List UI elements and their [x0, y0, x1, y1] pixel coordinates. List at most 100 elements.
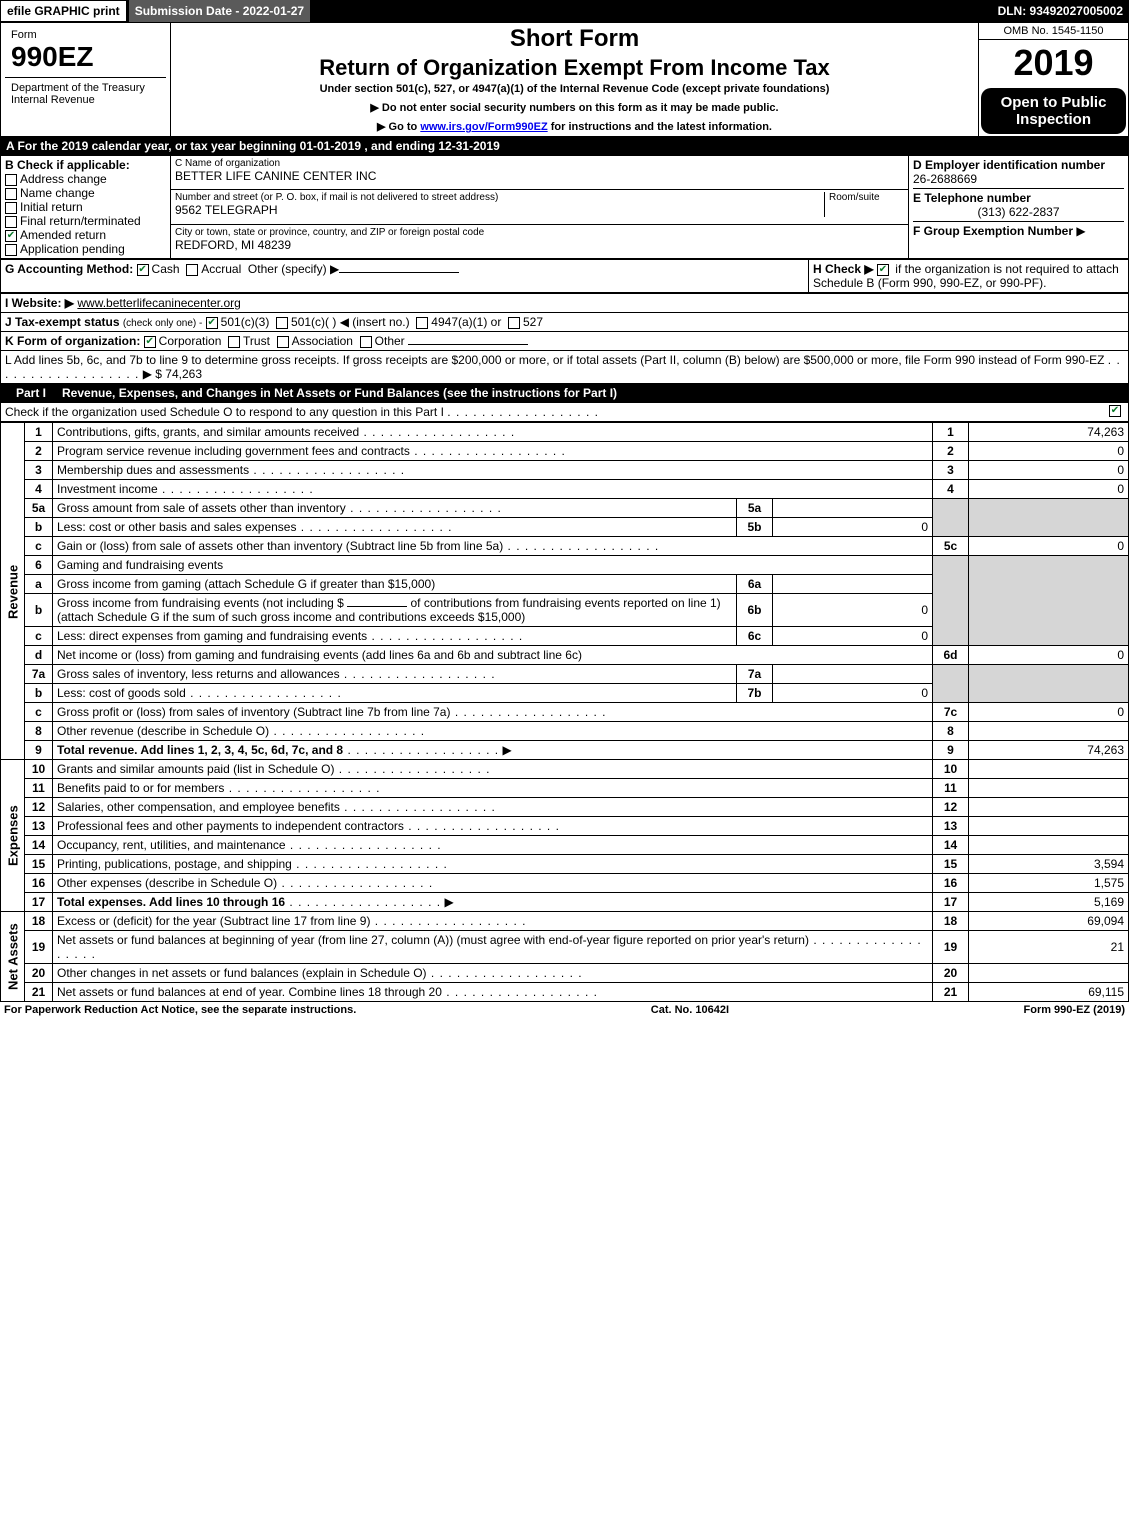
- line-7a-text: Gross sales of inventory, less returns a…: [57, 667, 340, 681]
- checkbox-other-org[interactable]: [360, 336, 372, 348]
- checkbox-application-pending[interactable]: [5, 244, 17, 256]
- irs-link[interactable]: www.irs.gov/Form990EZ: [420, 121, 547, 133]
- line-18-val: 69,094: [969, 912, 1129, 931]
- g-accrual: Accrual: [201, 262, 241, 276]
- line-7c-text: Gross profit or (loss) from sales of inv…: [57, 705, 450, 719]
- form-label: Form: [5, 25, 166, 41]
- dln: DLN: 93492027005002: [992, 0, 1129, 22]
- footer-left: For Paperwork Reduction Act Notice, see …: [4, 1004, 356, 1016]
- efile-print-button[interactable]: efile GRAPHIC print: [0, 0, 127, 22]
- line-6c-text: Less: direct expenses from gaming and fu…: [57, 629, 367, 643]
- line-14-text: Occupancy, rent, utilities, and maintena…: [57, 838, 286, 852]
- instr2-suffix: for instructions and the latest informat…: [548, 121, 772, 133]
- line-9-col: 9: [933, 741, 969, 760]
- checkbox-527[interactable]: [508, 317, 520, 329]
- k-other-input[interactable]: [408, 344, 528, 345]
- line-6a-col: 6a: [737, 575, 773, 594]
- line-6-text: Gaming and fundraising events: [53, 556, 933, 575]
- line-5b-text: Less: cost or other basis and sales expe…: [57, 520, 296, 534]
- line-5a-num: 5a: [25, 499, 53, 518]
- line-17-arrow: ▶: [444, 895, 453, 909]
- org-city: REDFORD, MI 48239: [175, 238, 904, 252]
- part-i-check-text: Check if the organization used Schedule …: [5, 405, 444, 419]
- footer-right: Form 990-EZ (2019): [1024, 1004, 1125, 1016]
- line-6a-text: Gross income from gaming (attach Schedul…: [53, 575, 737, 594]
- d-ein-label: D Employer identification number: [913, 158, 1124, 172]
- checkbox-corporation[interactable]: [144, 336, 156, 348]
- line-5c-val: 0: [969, 537, 1129, 556]
- shade-5-val: [969, 499, 1129, 537]
- line-1-val: 74,263: [969, 423, 1129, 442]
- line-7c-num: c: [25, 703, 53, 722]
- line-17-col: 17: [933, 893, 969, 912]
- j-527: 527: [523, 315, 543, 329]
- checkbox-final-return[interactable]: [5, 216, 17, 228]
- line-16-text: Other expenses (describe in Schedule O): [57, 876, 277, 890]
- checkbox-4947[interactable]: [416, 317, 428, 329]
- part-i-check-row: Check if the organization used Schedule …: [0, 402, 1129, 422]
- j-4947: 4947(a)(1) or: [431, 315, 501, 329]
- line-7a-val: [773, 665, 933, 684]
- line-16-val: 1,575: [969, 874, 1129, 893]
- checkbox-address-change[interactable]: [5, 174, 17, 186]
- website-value[interactable]: www.betterlifecaninecenter.org: [77, 296, 240, 310]
- revenue-side-label: Revenue: [1, 423, 25, 760]
- part-i-tab: Part I: [6, 386, 56, 400]
- checkbox-amended-return[interactable]: [5, 230, 17, 242]
- checkbox-association[interactable]: [277, 336, 289, 348]
- f-group-exemption-label: F Group Exemption Number: [913, 224, 1073, 238]
- section-a-tax-year: A For the 2019 calendar year, or tax yea…: [0, 137, 1129, 155]
- line-9-text: Total revenue. Add lines 1, 2, 3, 4, 5c,…: [57, 743, 343, 757]
- checkbox-trust[interactable]: [228, 336, 240, 348]
- line-6d-val: 0: [969, 646, 1129, 665]
- line-13-val: [969, 817, 1129, 836]
- line-14-num: 14: [25, 836, 53, 855]
- line-19-text: Net assets or fund balances at beginning…: [57, 933, 809, 947]
- header-table: Form 990EZ Department of the Treasury In…: [0, 22, 1129, 137]
- line-1-col: 1: [933, 423, 969, 442]
- instr2-prefix: ▶ Go to: [377, 121, 420, 133]
- checkbox-initial-return[interactable]: [5, 202, 17, 214]
- l-text: L Add lines 5b, 6c, and 7b to line 9 to …: [5, 353, 1104, 367]
- checkbox-accrual[interactable]: [186, 264, 198, 276]
- line-2-col: 2: [933, 442, 969, 461]
- line-7c-col: 7c: [933, 703, 969, 722]
- line-8-num: 8: [25, 722, 53, 741]
- instruction-1: ▶ Do not enter social security numbers o…: [175, 101, 974, 114]
- line-9-val: 74,263: [969, 741, 1129, 760]
- form-number: 990EZ: [5, 41, 166, 77]
- checkbox-h[interactable]: [877, 264, 889, 276]
- line-2-val: 0: [969, 442, 1129, 461]
- department: Department of the Treasury Internal Reve…: [5, 77, 166, 110]
- h-label: H Check ▶: [813, 262, 874, 276]
- shade-7-val: [969, 665, 1129, 703]
- d-ein-value: 26-2688669: [913, 172, 1124, 186]
- checkbox-501c[interactable]: [276, 317, 288, 329]
- checkbox-cash[interactable]: [137, 264, 149, 276]
- checkbox-schedule-o[interactable]: [1109, 405, 1121, 417]
- checkbox-name-change[interactable]: [5, 188, 17, 200]
- b-application-pending: Application pending: [20, 242, 125, 256]
- g-other-input[interactable]: [339, 272, 459, 273]
- k-trust: Trust: [243, 334, 270, 348]
- line-11-val: [969, 779, 1129, 798]
- line-19-num: 19: [25, 931, 53, 964]
- line-7a-col: 7a: [737, 665, 773, 684]
- line-7c-val: 0: [969, 703, 1129, 722]
- line-12-num: 12: [25, 798, 53, 817]
- line-10-text: Grants and similar amounts paid (list in…: [57, 762, 334, 776]
- checkbox-501c3[interactable]: [206, 317, 218, 329]
- line-5a-col: 5a: [737, 499, 773, 518]
- line-5c-col: 5c: [933, 537, 969, 556]
- return-title: Return of Organization Exempt From Incom…: [175, 55, 974, 81]
- line-5c-text: Gain or (loss) from sale of assets other…: [57, 539, 503, 553]
- line-5a-text: Gross amount from sale of assets other t…: [57, 501, 346, 515]
- netassets-side-label: Net Assets: [1, 912, 25, 1002]
- line-13-num: 13: [25, 817, 53, 836]
- e-phone-value: (313) 622-2837: [913, 205, 1124, 219]
- line-2-text: Program service revenue including govern…: [57, 444, 410, 458]
- line-6d-text: Net income or (loss) from gaming and fun…: [53, 646, 933, 665]
- i-j-k-l-table: I Website: ▶ www.betterlifecaninecenter.…: [0, 293, 1129, 384]
- line-6b-input[interactable]: [347, 606, 407, 607]
- line-6c-val: 0: [773, 627, 933, 646]
